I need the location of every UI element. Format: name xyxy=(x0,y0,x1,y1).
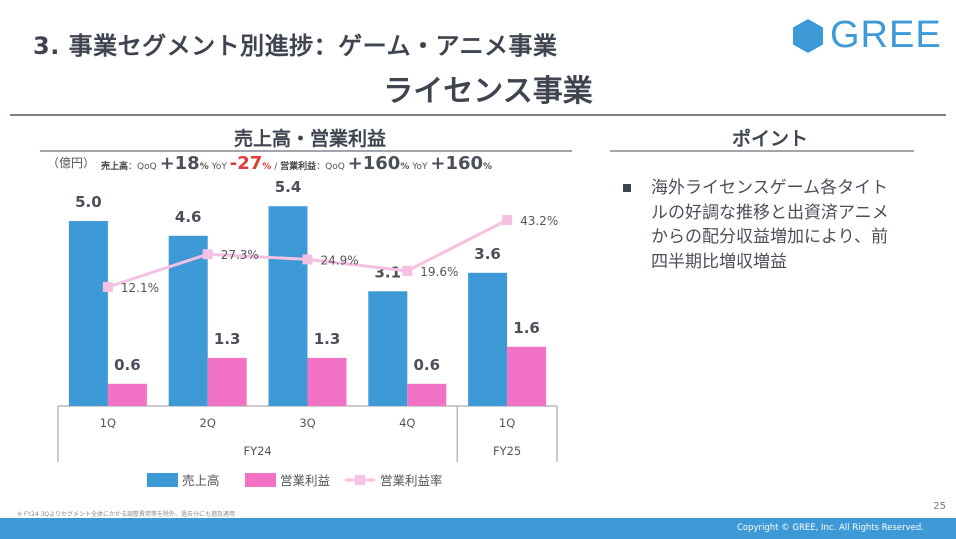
sales-data-label: 4.6 xyxy=(175,208,202,226)
op-margin-data-label: 24.9% xyxy=(321,253,359,267)
separator: / xyxy=(271,162,281,172)
category-tick-label: 2Q xyxy=(200,416,216,430)
sales-data-label: 5.4 xyxy=(275,178,302,196)
op-margin-line xyxy=(107,218,508,289)
op-profit-bar xyxy=(307,357,347,406)
op-profit-data-label: 1.6 xyxy=(513,319,540,337)
op-margin-marker xyxy=(202,249,213,260)
sales-bar xyxy=(68,221,108,406)
copyright: Copyright © GREE, Inc. All Rights Reserv… xyxy=(736,523,924,533)
pct-unit: % xyxy=(262,162,272,172)
sales-bar xyxy=(368,291,408,406)
point-text: 海外ライセンスゲーム各タイトルの好調な推移と出資済アニメからの配分収益増加により… xyxy=(651,178,889,272)
op-profit-bar xyxy=(107,383,147,406)
sales-yoy-value: -27 xyxy=(229,153,263,174)
bullet-square-icon xyxy=(623,184,631,192)
op-profit-bar xyxy=(507,346,547,406)
yoy-label: YoY xyxy=(409,162,431,172)
op-qoq-value: +160 xyxy=(347,153,401,174)
hexagon-logo-icon xyxy=(793,18,823,53)
gree-logo: GREE xyxy=(792,14,942,57)
sales-data-label: 5.0 xyxy=(75,193,102,211)
op-margin-data-label: 12.1% xyxy=(121,281,159,295)
group-label: FY25 xyxy=(493,444,521,458)
unit-label: （億円） xyxy=(47,156,96,170)
footer-bar: Copyright © GREE, Inc. All Rights Reserv… xyxy=(0,518,956,539)
op-profit-data-label: 1.3 xyxy=(214,330,241,348)
sales-bar xyxy=(168,235,208,406)
category-tick-label: 1Q xyxy=(499,416,515,430)
chart-heading-divider xyxy=(40,150,572,152)
sales-label: 売上高 xyxy=(101,162,129,172)
growth-stats: 売上高：QoQ +18% YoY -27% / 営業利益：QoQ +160% Y… xyxy=(101,153,492,174)
op-margin-data-label: 27.3% xyxy=(221,248,259,262)
sales-data-label: 3.6 xyxy=(474,245,501,263)
header-divider xyxy=(10,114,946,116)
op-margin-data-label: 19.6% xyxy=(420,265,458,279)
chart-heading: 売上高・営業利益 xyxy=(233,128,386,150)
page-subtitle: ライセンス事業 xyxy=(383,74,593,109)
yoy-label: YoY xyxy=(208,162,230,172)
pct-unit: % xyxy=(400,162,410,172)
pct-unit: % xyxy=(483,162,493,172)
legend-op-profit-swatch xyxy=(245,473,276,487)
points-heading: ポイント xyxy=(731,128,808,150)
op-profit-bar xyxy=(407,383,447,406)
op-margin-marker xyxy=(102,282,113,292)
op-profit-bar xyxy=(207,357,247,406)
group-label: FY24 xyxy=(243,444,271,458)
category-tick-label: 1Q xyxy=(100,416,116,430)
qoq-label: ：QoQ xyxy=(128,162,160,172)
sales-data-label: 3.1 xyxy=(375,263,402,281)
op-yoy-value: +160 xyxy=(430,153,484,174)
op-margin-marker xyxy=(502,214,513,225)
op-margin-marker xyxy=(402,265,413,276)
op-profit-data-label: 1.3 xyxy=(314,330,341,348)
op-profit-data-label: 0.6 xyxy=(114,356,141,374)
category-tick-label: 3Q xyxy=(299,416,315,430)
legend-margin-marker xyxy=(355,475,365,485)
pct-unit: % xyxy=(199,162,209,172)
points-heading-divider xyxy=(610,150,914,152)
point-item: 海外ライセンスゲーム各タイトルの好調な推移と出資済アニメからの配分収益増加により… xyxy=(623,176,901,274)
op-profit-label: 営業利益 xyxy=(280,162,317,172)
sales-bar xyxy=(268,206,308,406)
legend-margin-label: 営業利益率 xyxy=(380,473,443,488)
op-margin-data-label: 43.2% xyxy=(520,214,558,228)
category-tick-label: 4Q xyxy=(399,416,415,430)
footnote: ※ FY24 3Qよりセグメント全体にかかる調整費用等を除外、過去分にも遡及適用 xyxy=(17,511,236,518)
logo-text: GREE xyxy=(830,14,942,56)
legend-sales-label: 売上高 xyxy=(182,473,220,488)
op-profit-data-label: 0.6 xyxy=(414,356,441,374)
sales-qoq-value: +18 xyxy=(159,153,200,174)
qoq-label: ：QoQ xyxy=(316,162,348,172)
op-margin-marker xyxy=(302,254,313,265)
page-number: 25 xyxy=(933,501,946,512)
legend-op-profit-label: 営業利益 xyxy=(280,473,330,488)
legend-sales-swatch xyxy=(147,473,178,487)
sales-bar xyxy=(468,272,508,406)
page-title: 3. 事業セグメント別進捗：ゲーム・アニメ事業 xyxy=(33,32,558,60)
